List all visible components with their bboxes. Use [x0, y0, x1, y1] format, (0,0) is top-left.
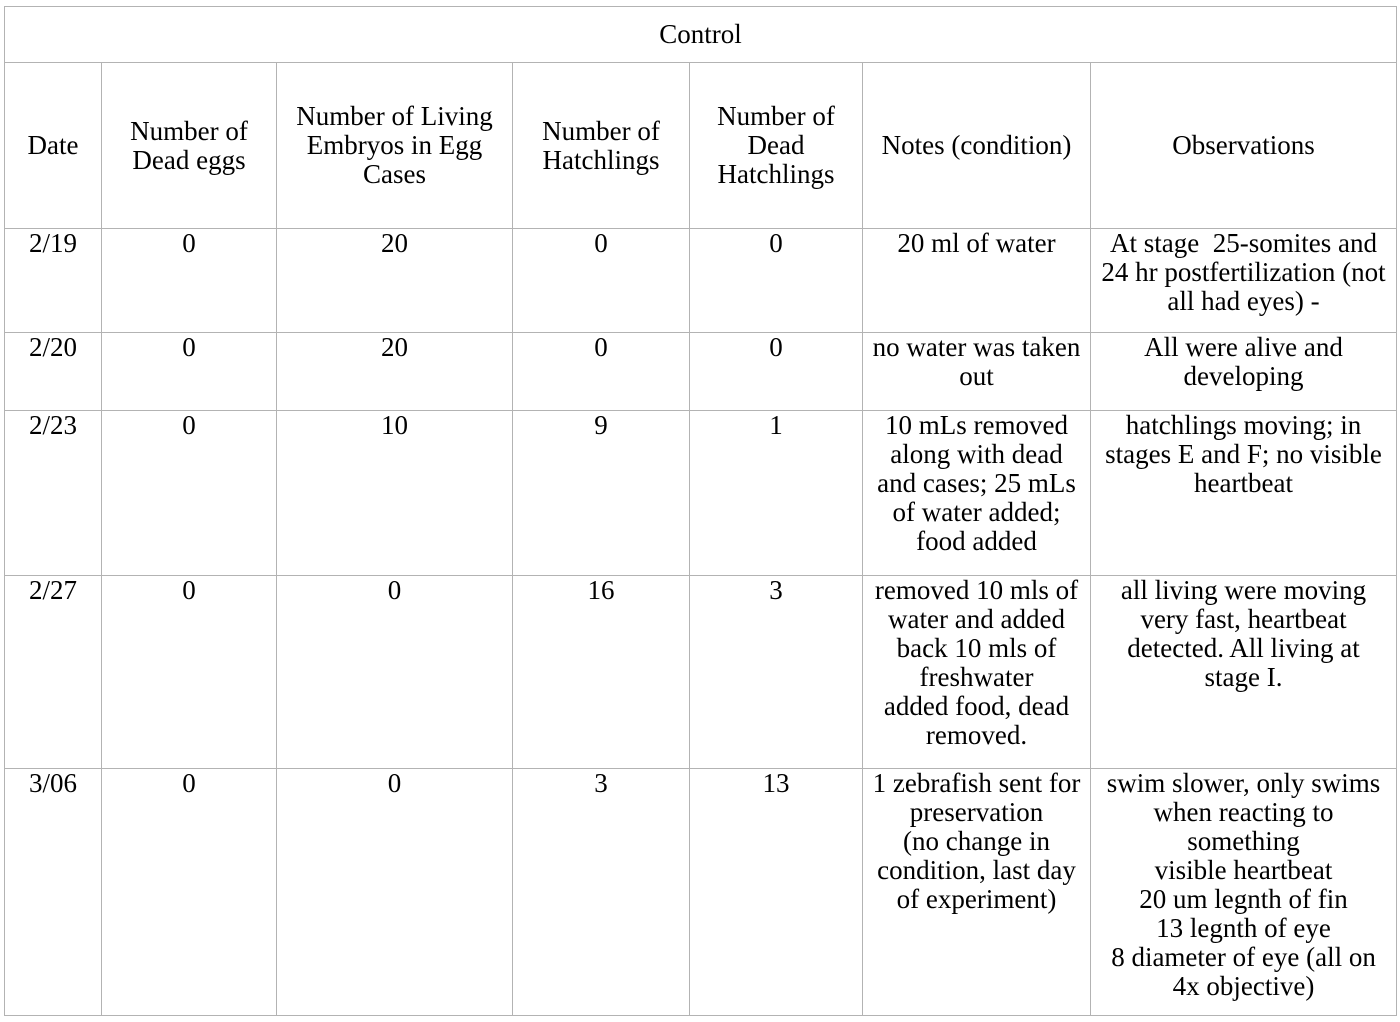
dead-hatchlings-cell: 3	[689, 575, 863, 769]
notes-cell: removed 10 mls of water and added back 1…	[862, 575, 1091, 769]
dead-eggs-cell: 0	[101, 575, 277, 769]
date-cell: 2/23	[4, 410, 102, 576]
dead-hatchlings-cell: 1	[689, 410, 863, 576]
date-cell: 2/19	[4, 228, 102, 333]
date-cell: 2/20	[4, 332, 102, 411]
date-cell: 3/06	[4, 768, 102, 1016]
column-header-hatchlings: Number of Hatchlings	[512, 62, 690, 229]
living-embryos-cell: 20	[276, 228, 513, 333]
hatchlings-cell: 9	[512, 410, 690, 576]
date-cell: 2/27	[4, 575, 102, 769]
table-row: 3/06 0 0 3 13 1 zebrafish sent for prese…	[4, 768, 1398, 1016]
living-embryos-cell: 0	[276, 768, 513, 1016]
table-row: 2/23 0 10 9 1 10 mLs removed along with …	[4, 410, 1398, 576]
notes-cell: 10 mLs removed along with dead and cases…	[862, 410, 1091, 576]
observations-cell: swim slower, only swims when reacting to…	[1089, 768, 1398, 1016]
living-embryos-cell: 20	[276, 332, 513, 411]
table-row: 2/19 0 20 0 0 20 ml of water At stage 25…	[4, 228, 1398, 333]
dead-eggs-cell: 0	[101, 410, 277, 576]
dead-hatchlings-cell: 0	[689, 228, 863, 333]
observations-cell: At stage 25-somites and 24 hr postfertil…	[1089, 228, 1398, 333]
column-header-dead-hatchlings: Number of Dead Hatchlings	[689, 62, 863, 229]
column-header-dead-eggs: Number of Dead eggs	[101, 62, 277, 229]
dead-hatchlings-cell: 0	[689, 332, 863, 411]
hatchlings-cell: 0	[512, 332, 690, 411]
column-header-notes: Notes (condition)	[862, 62, 1091, 229]
table-row: 2/20 0 20 0 0 no water was taken out All…	[4, 332, 1398, 411]
table-header-row: Date Number of Dead eggs Number of Livin…	[4, 62, 1398, 229]
hatchlings-cell: 16	[512, 575, 690, 769]
notes-cell: no water was taken out	[862, 332, 1091, 411]
notes-cell: 1 zebrafish sent for preservation (no ch…	[862, 768, 1091, 1016]
observations-cell: hatchlings moving; in stages E and F; no…	[1089, 410, 1398, 576]
column-header-living-embryos: Number of Living Embryos in Egg Cases	[276, 62, 513, 229]
dead-eggs-cell: 0	[101, 228, 277, 333]
observations-cell: All were alive and developing	[1089, 332, 1398, 411]
control-table: Control Date Number of Dead eggs Number …	[3, 6, 1398, 1016]
hatchlings-cell: 0	[512, 228, 690, 333]
dead-eggs-cell: 0	[101, 768, 277, 1016]
notes-cell: 20 ml of water	[862, 228, 1091, 333]
dead-eggs-cell: 0	[101, 332, 277, 411]
living-embryos-cell: 10	[276, 410, 513, 576]
table-title: Control	[3, 6, 1398, 63]
observations-cell: all living were moving very fast, heartb…	[1089, 575, 1398, 769]
column-header-observations: Observations	[1089, 62, 1398, 229]
column-header-date: Date	[4, 62, 102, 229]
living-embryos-cell: 0	[276, 575, 513, 769]
hatchlings-cell: 3	[512, 768, 690, 1016]
table-row: 2/27 0 0 16 3 removed 10 mls of water an…	[4, 575, 1398, 769]
table-title-row: Control	[3, 6, 1398, 63]
dead-hatchlings-cell: 13	[689, 768, 863, 1016]
